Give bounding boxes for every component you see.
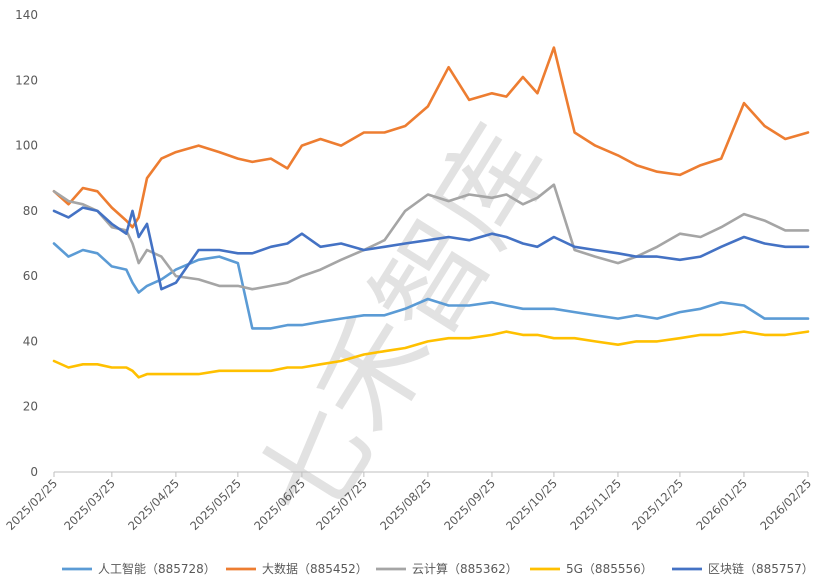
y-tick-label: 40 xyxy=(23,334,38,348)
y-tick-label: 20 xyxy=(23,400,38,414)
y-tick-label: 0 xyxy=(30,465,38,479)
series-line-4 xyxy=(52,206,810,291)
series-line-0 xyxy=(52,242,810,330)
series-line-2 xyxy=(52,183,810,291)
x-tick-label: 2025/09/25 xyxy=(441,476,498,533)
legend: 人工智能（885728） 大数据（885452） 云计算（885362） 5G（885… xyxy=(62,561,814,576)
x-tick-label: 2025/12/25 xyxy=(629,476,686,533)
legend-label: 区块链（885757） xyxy=(708,561,814,576)
legend-label: 5G（885556） xyxy=(566,562,653,576)
x-tick-label: 2025/05/25 xyxy=(187,476,244,533)
x-tick-label: 2026/01/25 xyxy=(693,476,750,533)
series-line-1 xyxy=(52,46,810,229)
legend-label: 云计算（885362） xyxy=(412,561,518,576)
x-tick-label: 2025/04/25 xyxy=(125,476,182,533)
x-tick-label: 2025/11/25 xyxy=(567,476,624,533)
y-tick-label: 80 xyxy=(23,204,38,218)
legend-label: 人工智能（885728） xyxy=(98,561,216,576)
x-tick-label: 2025/08/25 xyxy=(377,476,434,533)
series-line-3 xyxy=(52,330,810,379)
x-tick-label: 2025/02/25 xyxy=(3,476,60,533)
legend-label: 大数据（885452） xyxy=(262,561,368,576)
y-tick-label: 120 xyxy=(15,73,38,87)
x-tick-label: 2025/10/25 xyxy=(503,476,560,533)
y-tick-label: 60 xyxy=(23,269,38,283)
x-tick-label: 2026/02/25 xyxy=(757,476,814,533)
y-axis: 0 20 40 60 80 100 120 140 xyxy=(15,8,38,479)
x-tick-label: 2025/03/25 xyxy=(61,476,118,533)
series-layer xyxy=(52,46,810,379)
x-axis: 2025/02/25 2025/03/25 2025/04/25 2025/05/25… xyxy=(3,471,814,533)
y-tick-label: 140 xyxy=(15,8,38,22)
y-tick-label: 100 xyxy=(15,139,38,153)
